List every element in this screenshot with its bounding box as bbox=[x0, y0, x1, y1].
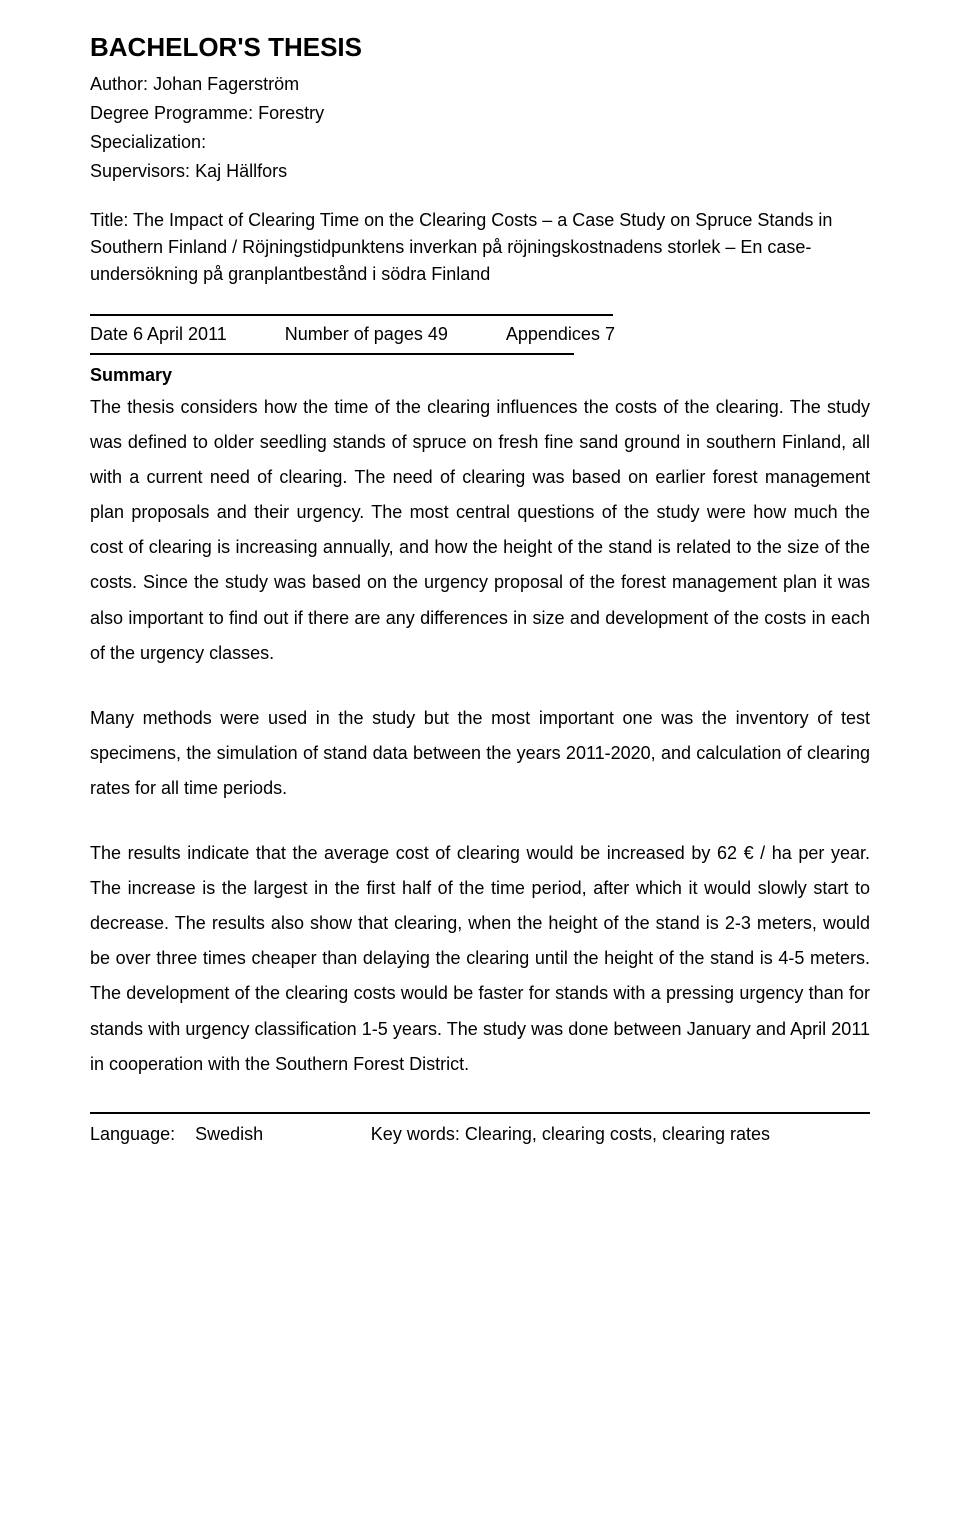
summary-paragraph-1: The thesis considers how the time of the… bbox=[90, 390, 870, 671]
divider-bottom bbox=[90, 1112, 870, 1114]
specialization-label: Specialization: bbox=[90, 132, 206, 152]
subtitle-block: Title: The Impact of Clearing Time on th… bbox=[90, 207, 870, 288]
appendices-value: Appendices 7 bbox=[506, 324, 615, 345]
specialization-line: Specialization: bbox=[90, 129, 870, 156]
author-value: Johan Fagerström bbox=[153, 74, 299, 94]
divider-mid bbox=[90, 353, 574, 355]
pages-value: Number of pages 49 bbox=[285, 324, 448, 345]
language-label: Language: bbox=[90, 1124, 175, 1144]
degree-label: Degree Programme: bbox=[90, 103, 253, 123]
summary-paragraph-3: The results indicate that the average co… bbox=[90, 836, 870, 1082]
keywords-label: Key words: bbox=[371, 1124, 460, 1144]
supervisors-value: Kaj Hällfors bbox=[195, 161, 287, 181]
degree-line: Degree Programme: Forestry bbox=[90, 100, 870, 127]
subtitle-label: Title: bbox=[90, 210, 128, 230]
date-row: Date 6 April 2011 Number of pages 49 App… bbox=[90, 324, 870, 345]
author-line: Author: Johan Fagerström bbox=[90, 71, 870, 98]
date-value: Date 6 April 2011 bbox=[90, 324, 227, 345]
thesis-title: BACHELOR'S THESIS bbox=[90, 32, 870, 63]
subtitle-text: The Impact of Clearing Time on the Clear… bbox=[90, 210, 832, 284]
degree-value: Forestry bbox=[258, 103, 324, 123]
summary-paragraph-2: Many methods were used in the study but … bbox=[90, 701, 870, 806]
language-value: Swedish bbox=[195, 1124, 263, 1144]
summary-heading: Summary bbox=[90, 365, 870, 386]
footer-keywords: Key words: Clearing, clearing costs, cle… bbox=[371, 1124, 870, 1145]
footer: Language: Swedish Key words: Clearing, c… bbox=[90, 1124, 870, 1145]
meta-block: Author: Johan Fagerström Degree Programm… bbox=[90, 71, 870, 185]
supervisors-label: Supervisors: bbox=[90, 161, 190, 181]
footer-language: Language: Swedish bbox=[90, 1124, 371, 1145]
supervisors-line: Supervisors: Kaj Hällfors bbox=[90, 158, 870, 185]
divider-top bbox=[90, 314, 613, 316]
keywords-value: Clearing, clearing costs, clearing rates bbox=[465, 1124, 770, 1144]
author-label: Author: bbox=[90, 74, 148, 94]
